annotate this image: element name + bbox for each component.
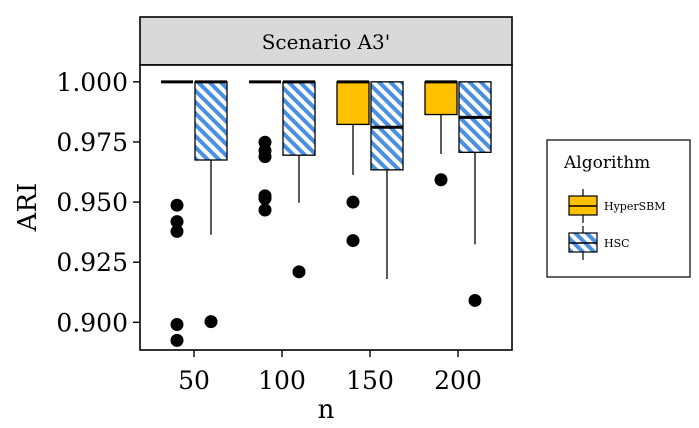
outlier-hypersbm-200-0 <box>434 173 448 187</box>
x-tick-label-150: 150 <box>346 366 394 395</box>
legend-label-hypersbm: HyperSBM <box>604 200 666 213</box>
box-hypersbm-50 <box>161 80 193 347</box>
y-tick-label-0.950: 0.950 <box>56 188 128 217</box>
box-hsc-200 <box>458 81 492 307</box>
y-axis: 1.000 0.975 0.950 0.925 0.900 <box>56 68 140 337</box>
legend-key-hsc <box>568 226 598 260</box>
legend-label-hsc: HSC <box>604 237 630 250</box>
y-tick-label-1.000: 1.000 <box>56 68 128 97</box>
outlier-hypersbm-50-3 <box>170 318 184 332</box>
y-tick-label-0.925: 0.925 <box>56 248 128 277</box>
x-tick-label-200: 200 <box>434 366 482 395</box>
y-tick-label-0.975: 0.975 <box>56 128 128 157</box>
outlier-hypersbm-100-5 <box>258 203 272 217</box>
box-hsc-100 <box>282 80 316 279</box>
legend: Algorithm HyperSBM HSC <box>546 139 691 278</box>
x-axis-title: n <box>318 395 335 425</box>
box-hsc-150 <box>370 81 404 280</box>
facet-title: Scenario A3' <box>262 30 391 54</box>
legend-title: Algorithm <box>563 153 650 173</box>
outlier-hypersbm-100-4 <box>258 191 272 205</box>
box-body-hypersbm-150 <box>336 81 370 126</box>
box-hsc-50 <box>194 80 228 329</box>
x-tick-label-100: 100 <box>258 366 306 395</box>
outlier-hsc-100-0 <box>292 265 306 279</box>
outlier-hypersbm-50-2 <box>170 224 184 238</box>
legend-key-hypersbm <box>568 189 598 223</box>
y-tick-label-0.900: 0.900 <box>56 308 128 337</box>
outlier-hypersbm-50-1 <box>170 215 184 229</box>
outlier-hypersbm-50-0 <box>170 198 184 212</box>
box-hypersbm-150 <box>336 80 370 248</box>
outlier-hsc-200-0 <box>468 293 482 307</box>
box-body-hsc-50 <box>194 81 228 161</box>
y-axis-title: ARI <box>13 183 43 233</box>
plot-marks <box>161 80 492 347</box>
outlier-hsc-50-0 <box>204 315 218 329</box>
box-body-hsc-100 <box>282 81 316 156</box>
box-hypersbm-200 <box>424 80 458 187</box>
box-body-hypersbm-200 <box>424 81 458 116</box>
box-hypersbm-100 <box>249 80 281 217</box>
outlier-hypersbm-150-1 <box>346 234 360 248</box>
x-tick-label-50: 50 <box>178 366 210 395</box>
facet-strip <box>139 16 513 66</box>
outlier-hypersbm-150-0 <box>346 195 360 209</box>
outlier-hypersbm-100-2 <box>258 150 272 164</box>
x-axis: 50 100 150 200 <box>178 350 482 395</box>
outlier-hypersbm-50-4 <box>170 333 184 347</box>
